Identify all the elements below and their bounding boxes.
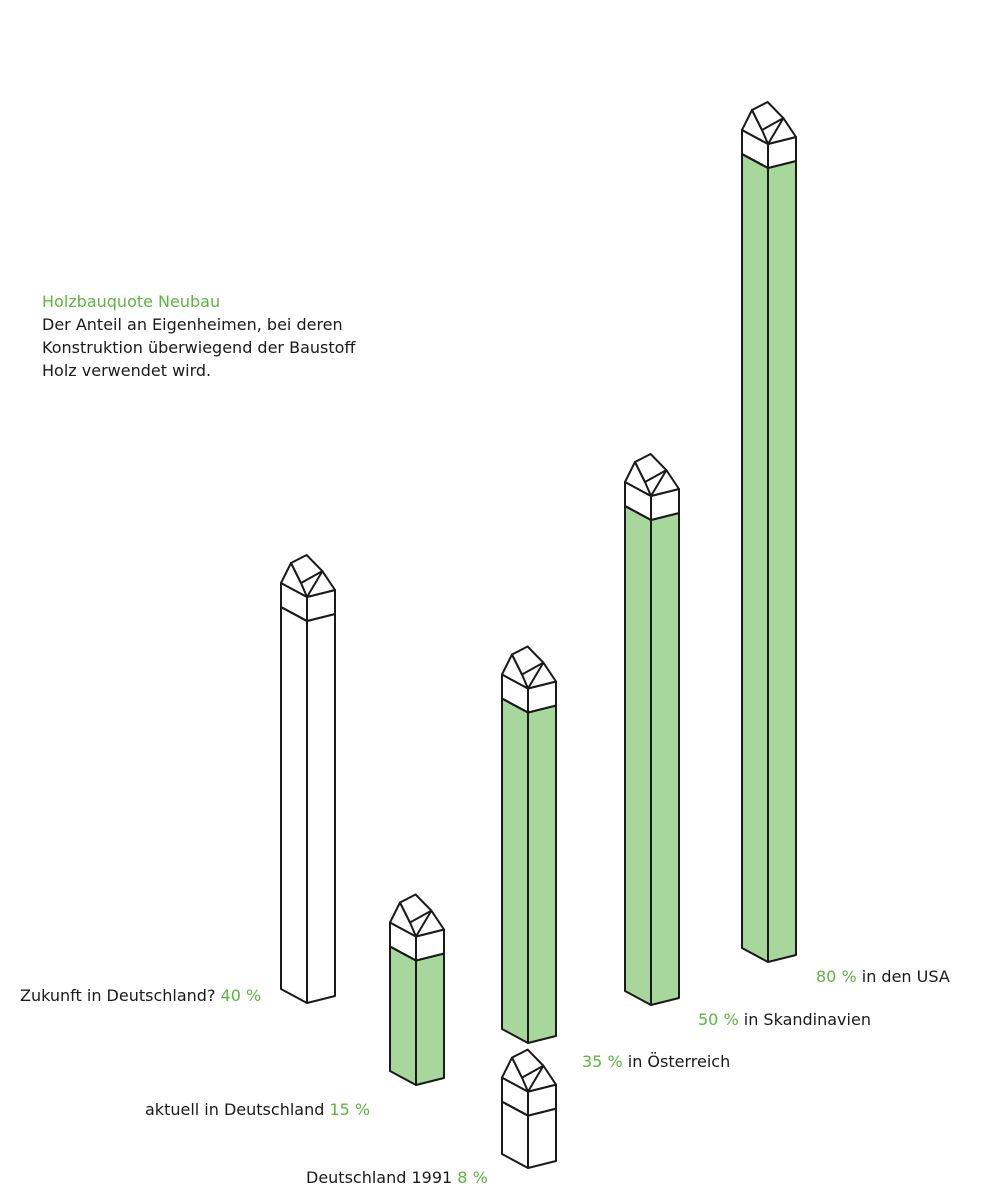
- bar-2: [280, 554, 336, 1004]
- bar-1-roof-top: [399, 893, 433, 924]
- bar-3-left-face: [501, 697, 529, 1044]
- label-germany-1991-text: Deutschland 1991: [306, 1168, 453, 1187]
- label-scandinavia-text: in Skandinavien: [743, 1010, 871, 1029]
- bar-4-roof-top: [634, 453, 668, 483]
- bar-2-left-face: [280, 606, 308, 1004]
- label-austria-pct: 35 %: [582, 1052, 623, 1071]
- label-germany-current-text: aktuell in Deutschland: [145, 1100, 325, 1119]
- bar-2-roof-top: [290, 554, 324, 584]
- label-germany-future: Zukunft in Deutschland? 40 %: [20, 986, 261, 1005]
- bar-3: [501, 645, 557, 1044]
- label-germany-1991: Deutschland 1991 8 %: [306, 1168, 488, 1187]
- label-scandinavia: 50 % in Skandinavien: [698, 1010, 871, 1029]
- bar-4-roof-gable: [650, 469, 680, 497]
- bar-2-roof-gable: [306, 570, 336, 598]
- label-usa-pct: 80 %: [816, 967, 857, 986]
- legend-title: Holzbauquote Neubau: [42, 292, 221, 311]
- label-austria-text: in Österreich: [627, 1052, 731, 1071]
- bar-3-cap-line: [501, 697, 529, 714]
- label-germany-current-pct: 15 %: [329, 1100, 371, 1119]
- bar-4-cap-line: [624, 505, 652, 521]
- bar-1: [389, 893, 445, 1086]
- bar-0-right-face: [527, 1107, 557, 1169]
- bar-1-left-face: [389, 945, 417, 1086]
- label-germany-future-pct: 40 %: [220, 986, 262, 1005]
- bar-0-roof-top: [511, 1048, 545, 1079]
- bar-2-cap-line: [280, 606, 308, 622]
- bar-5-roof-top: [751, 101, 785, 131]
- bar-4-left-face: [624, 505, 652, 1006]
- bar-5: [741, 101, 797, 963]
- bar-5-roof-gable: [767, 117, 797, 145]
- bar-3-roof-gable: [527, 661, 557, 690]
- bar-1-roof-gable: [415, 909, 445, 938]
- bar-2-right-face: [306, 613, 336, 1004]
- bar-5-left-face: [741, 153, 769, 963]
- label-germany-current: aktuell in Deutschland 15 %: [145, 1100, 370, 1119]
- bar-1-cap-line: [389, 945, 417, 962]
- label-germany-future-text: Zukunft in Deutschland?: [20, 986, 216, 1005]
- legend-line-3: Holz verwendet wird.: [42, 361, 212, 380]
- label-germany-1991-pct: 8 %: [457, 1168, 488, 1187]
- bar-5-cap-line: [741, 153, 769, 169]
- label-austria: 35 % in Österreich: [582, 1052, 730, 1071]
- bar-0-cap-line: [501, 1100, 529, 1117]
- bar-5-right-face: [767, 160, 797, 963]
- legend-line-1: Der Anteil an Eigenheimen, bei deren: [42, 315, 343, 334]
- bar-0-roof-gable: [527, 1064, 557, 1093]
- bar-4: [624, 453, 680, 1006]
- bar-0: [501, 1048, 557, 1169]
- label-scandinavia-pct: 50 %: [698, 1010, 739, 1029]
- bar-1-right-face: [415, 952, 445, 1086]
- bar-4-right-face: [650, 512, 680, 1006]
- legend: Holzbauquote Neubau Der Anteil an Eigenh…: [42, 290, 422, 382]
- legend-line-2: Konstruktion überwiegend der Baustoff: [42, 338, 356, 357]
- label-usa-text: in den USA: [861, 967, 950, 986]
- label-usa: 80 % in den USA: [816, 967, 950, 986]
- bar-3-roof-top: [511, 645, 545, 676]
- bar-3-right-face: [527, 704, 557, 1044]
